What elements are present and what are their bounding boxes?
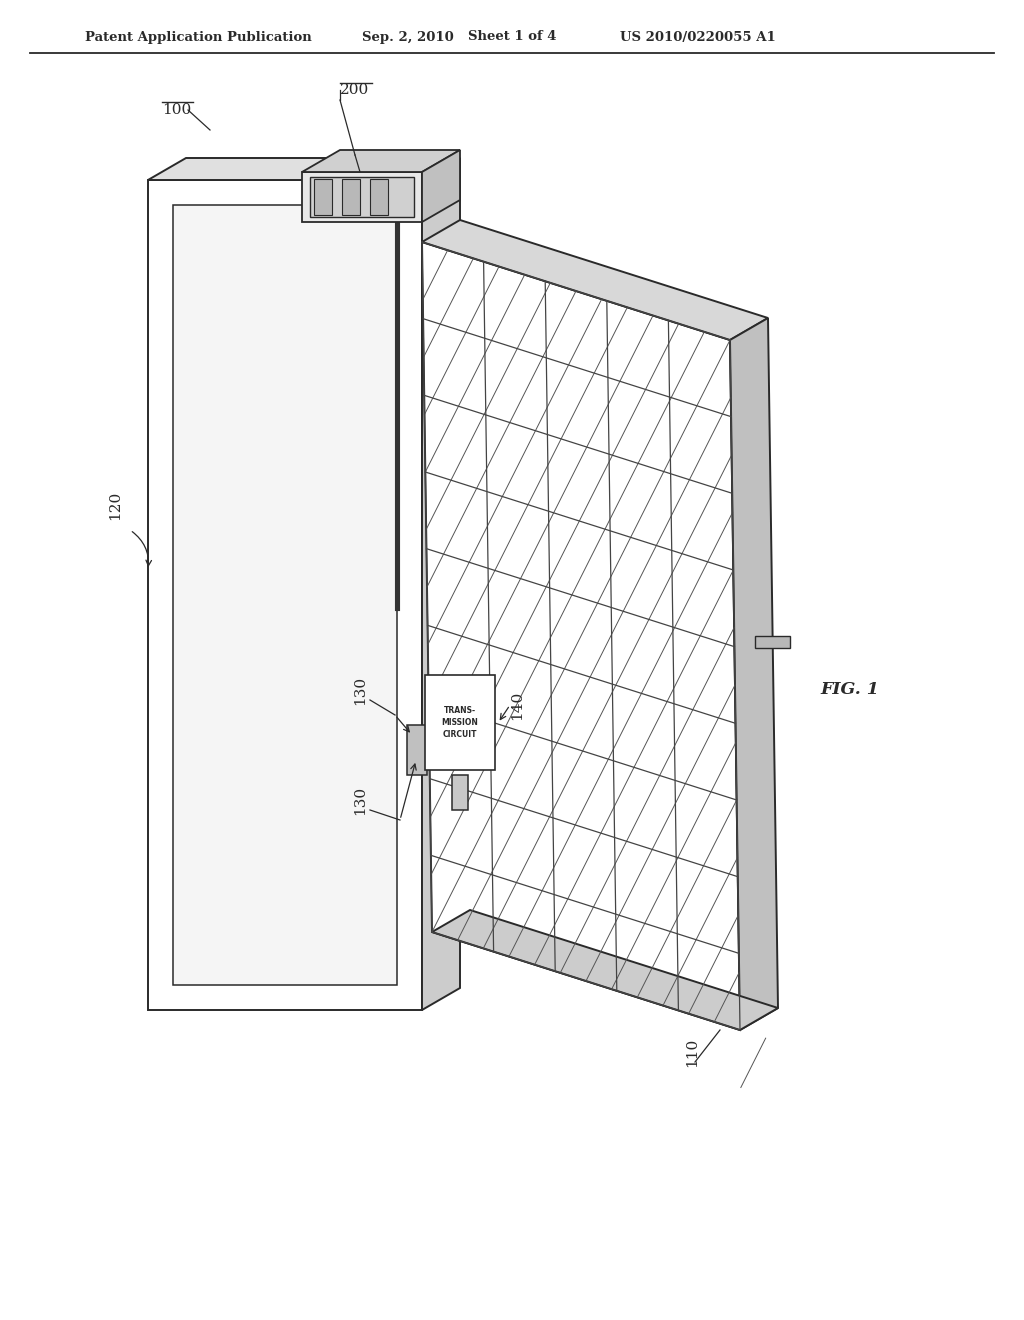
- Polygon shape: [422, 220, 768, 341]
- Bar: [407, 725, 427, 775]
- Text: TRANS-
MISSION
CIRCUIT: TRANS- MISSION CIRCUIT: [441, 706, 478, 739]
- Polygon shape: [432, 909, 778, 1030]
- Text: Patent Application Publication: Patent Application Publication: [85, 30, 311, 44]
- Text: US 2010/0220055 A1: US 2010/0220055 A1: [620, 30, 776, 44]
- Text: 130: 130: [353, 676, 367, 705]
- Polygon shape: [422, 158, 460, 1010]
- Text: FIG. 1: FIG. 1: [820, 681, 879, 698]
- Bar: [314, 180, 332, 215]
- Polygon shape: [422, 242, 740, 1030]
- Polygon shape: [310, 177, 414, 216]
- Bar: [425, 675, 495, 770]
- Polygon shape: [730, 318, 778, 1030]
- Bar: [370, 180, 388, 215]
- Polygon shape: [302, 172, 422, 222]
- Text: Sheet 1 of 4: Sheet 1 of 4: [468, 30, 556, 44]
- Bar: [342, 180, 360, 215]
- Text: Sep. 2, 2010: Sep. 2, 2010: [362, 30, 454, 44]
- Text: 100: 100: [162, 103, 191, 117]
- Text: 140: 140: [510, 690, 524, 719]
- Bar: [452, 775, 468, 810]
- Polygon shape: [173, 205, 397, 985]
- Text: 200: 200: [340, 83, 370, 96]
- Text: 130: 130: [353, 785, 367, 814]
- Polygon shape: [302, 150, 460, 172]
- Text: 120: 120: [108, 490, 122, 520]
- Text: 110: 110: [685, 1038, 699, 1067]
- Bar: [755, 636, 790, 648]
- Polygon shape: [422, 150, 460, 222]
- Polygon shape: [148, 180, 422, 1010]
- Polygon shape: [148, 158, 460, 180]
